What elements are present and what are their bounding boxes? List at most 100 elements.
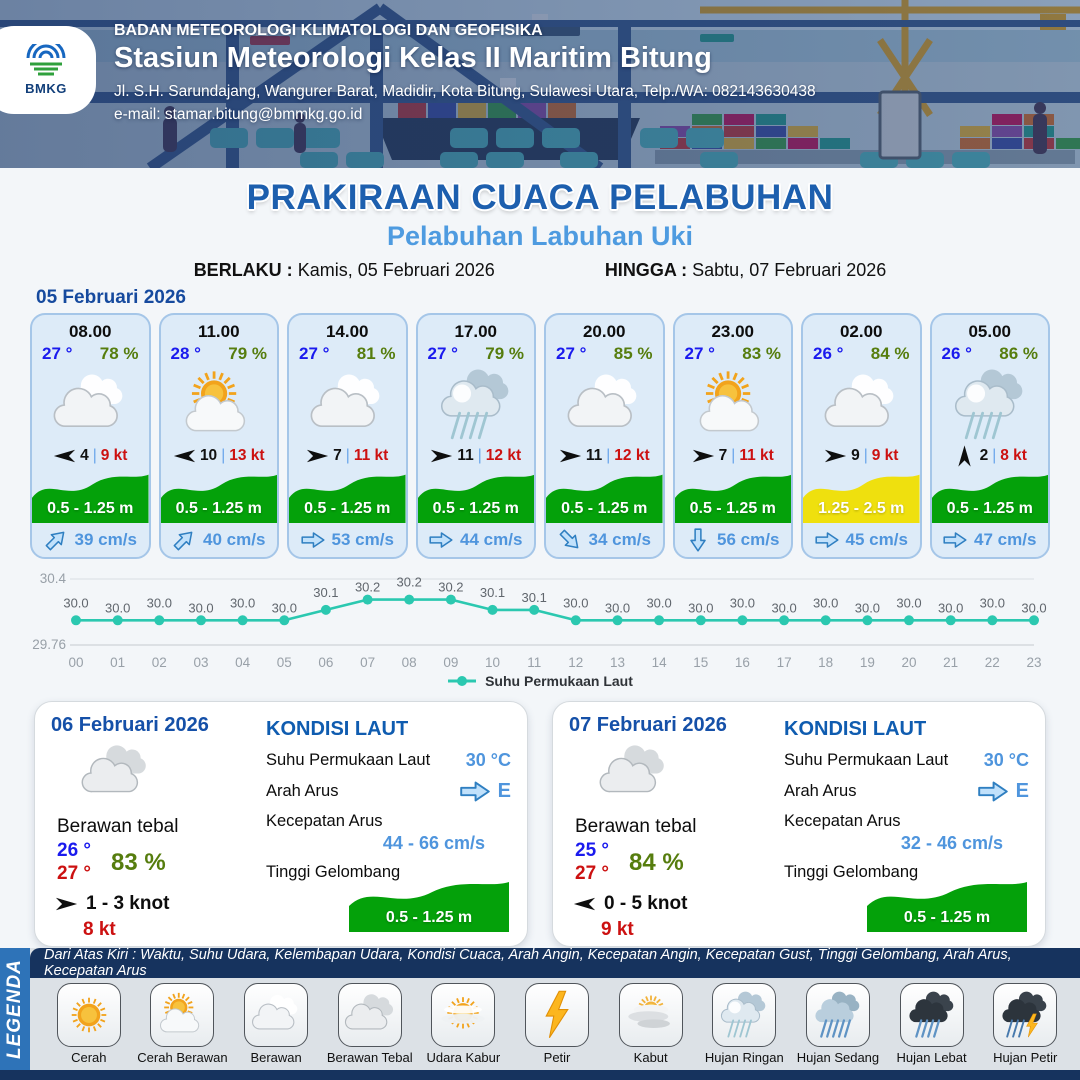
temp-min: 26 ° [57,840,92,861]
legend-item: Berawan [229,983,323,1065]
current-row: 45 cm/s [803,523,920,557]
current-row: 40 cm/s [161,523,278,557]
wave-height-value: 0.5 - 1.25 m [175,500,262,517]
svg-text:30.1: 30.1 [480,585,505,600]
current-direction-icon [943,532,967,548]
svg-text:00: 00 [68,655,83,670]
current-direction-row: Arah Arus E [784,780,1029,802]
wind-row: 4 | 9 kt [32,446,149,465]
current-speed: 39 cm/s [74,530,137,549]
wind-speed: 11 [457,446,474,464]
legend-item: Petir [510,983,604,1065]
temp-humidity-row: 26 ° 86 % [932,342,1049,364]
humidity: 79 % [228,344,267,363]
svg-text:30.0: 30.0 [730,595,755,610]
sea-conditions-heading: KONDISI LAUT [784,718,927,740]
weather-icon-berawan [803,364,920,446]
svg-text:30.0: 30.0 [1021,600,1046,615]
forecast-time: 08.00 [68,322,112,341]
forecast-time: 23.00 [711,322,755,341]
chart-legend: Suhu Permukaan Laut [30,673,1050,689]
wind-direction-icon [559,449,581,462]
current-direction-icon [429,532,453,548]
wind-row: 11 | 12 kt [418,446,535,465]
temp-min: 25 ° [575,840,610,861]
hourly-forecast-card: 02.00 26 ° 84 % 9 | 9 kt 1.25 - 2.5 m 45 c… [801,313,922,559]
svg-text:30.0: 30.0 [855,600,880,615]
svg-text:14: 14 [652,655,668,670]
daily-date: 06 Februari 2026 [51,714,209,736]
air-temperature: 27 ° [42,344,73,363]
current-row: 39 cm/s [32,523,149,557]
wave-height-band: 0.5 - 1.25 m [417,465,534,523]
validity-period: BERLAKU : Kamis, 05 Februari 2026 HINGGA… [0,260,1080,281]
current-direction-icon [45,531,64,551]
humidity: 86 % [999,344,1038,363]
daily-date: 07 Februari 2026 [569,714,727,736]
daily-weather-column: 07 Februari 2026 Berawan tebal 25 ° 27 ° … [569,714,776,940]
legend-icon-cerah [56,983,121,1047]
temp-humidity-row: 26 ° 84 % [803,342,920,364]
current-speed-row: Kecepatan Arus [784,812,901,830]
legend-icon-berawan [244,983,309,1047]
header-text: BADAN METEOROLOGI KLIMATOLOGI DAN GEOFIS… [114,22,816,124]
sst-line-chart: 30.4 29.76 30.0 00 30.0 01 30.0 02 30.0 03 30.0 04 3… [32,571,1046,670]
current-direction-icon [814,532,839,548]
bmkg-logo-mark [26,44,66,76]
svg-text:30.0: 30.0 [896,595,921,610]
legend-items-row: Cerah Cerah Berawan Berawan Berawan Teba… [34,978,1080,1065]
svg-text:30.1: 30.1 [522,590,547,605]
current-row: 47 cm/s [932,523,1049,557]
svg-text:30.4: 30.4 [40,571,67,586]
wind-row: 10 | 13 kt [161,446,278,465]
legend-icon-cerah-berawan [150,983,215,1047]
svg-text:16: 16 [735,655,750,670]
wave-height-value: 0.5 - 1.25 m [903,909,991,926]
svg-text:19: 19 [860,655,875,670]
chart-legend-label: Suhu Permukaan Laut [485,673,633,689]
sst-chart-section: 30.4 29.76 30.0 00 30.0 01 30.0 02 30.0 03 30.0 04 3… [30,567,1050,689]
legend-item-label: Hujan Lebat [896,1050,967,1065]
wave-height-value: 0.5 - 1.25 m [946,500,1033,517]
legend-icon-kabut [618,983,683,1047]
weather-icon-cerah-berawan [675,364,792,446]
svg-text:30.0: 30.0 [563,595,588,610]
current-speed-row: Kecepatan Arus [266,812,383,830]
humidity: 79 % [485,344,524,363]
daily-gust: 8 kt [83,918,116,940]
title-block: PRAKIRAAN CUACA PELABUHAN Pelabuhan Labu… [0,168,1080,281]
air-temperature: 27 ° [556,344,587,363]
gust-speed: 13 kt [229,446,265,464]
svg-text:30.0: 30.0 [605,600,630,615]
daily-wind: 0 - 5 knot [573,893,776,915]
wind-separator: | [606,446,611,464]
humidity: 84 % [870,344,910,363]
svg-text:11: 11 [527,655,541,670]
legend-item-label: Petir [543,1050,571,1065]
svg-text:30.0: 30.0 [980,595,1005,610]
daily-temps: 26 ° 27 ° 83 % [57,840,258,886]
weather-icon-berawan [546,364,663,446]
hourly-forecast-card: 23.00 27 ° 83 % 7 | 11 kt 0.5 - 1.25 m 56 … [672,313,793,559]
current-direction-icon [300,532,325,548]
svg-text:08: 08 [402,655,417,670]
legend-item-label: Hujan Petir [993,1050,1058,1065]
forecast-time: 05.00 [968,322,1012,341]
wind-row: 11 | 12 kt [546,446,663,465]
legend-item: Hujan Sedang [791,983,885,1065]
hourly-forecast-card: 05.00 26 ° 86 % 2 | 8 kt 0.5 - 1.25 m 47 c… [929,313,1050,559]
air-temperature: 26 ° [941,344,972,363]
sst-row: Suhu Permukaan Laut 30 °C [266,750,511,770]
header-overlay [0,0,1080,168]
wave-height-value: 1.25 - 2.5 m [818,500,905,517]
wind-direction-icon [55,897,78,910]
temp-humidity-row: 27 ° 81 % [289,342,406,364]
svg-text:30.0: 30.0 [188,600,213,615]
hourly-forecast-card: 14.00 27 ° 81 % 7 | 11 kt 0.5 - 1.25 m 53 … [287,313,408,559]
current-direction-icon [977,781,1008,802]
current-row: 56 cm/s [675,523,792,557]
hourly-forecast-card: 20.00 27 ° 85 % 11 | 12 kt 0.5 - 1.25 m 34… [544,313,665,559]
wind-separator: | [863,446,868,464]
wave-height-value: 0.5 - 1.25 m [432,500,519,517]
page-title: PRAKIRAAN CUACA PELABUHAN [246,178,834,217]
